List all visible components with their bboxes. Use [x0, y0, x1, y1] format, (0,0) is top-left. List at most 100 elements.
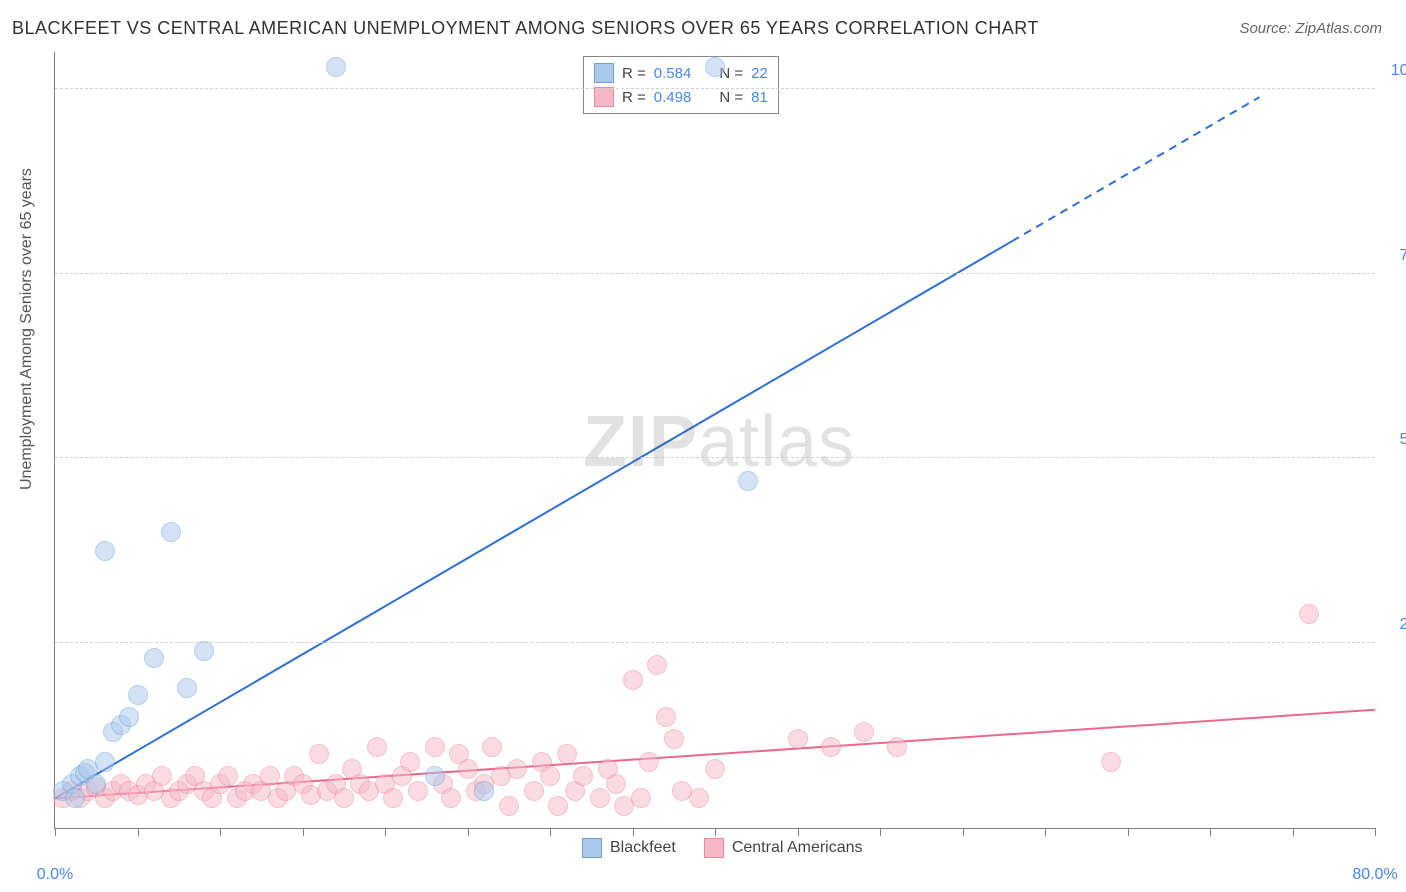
data-point: [152, 766, 172, 786]
data-point: [119, 707, 139, 727]
data-point: [194, 641, 214, 661]
legend-swatch: [704, 838, 724, 858]
data-point: [177, 678, 197, 698]
data-point: [738, 471, 758, 491]
data-point: [144, 648, 164, 668]
x-tick: [880, 828, 881, 836]
data-point: [161, 522, 181, 542]
chart-container: BLACKFEET VS CENTRAL AMERICAN UNEMPLOYME…: [0, 0, 1406, 892]
legend-label: Central Americans: [732, 839, 863, 857]
legend-r-label: R =: [622, 89, 646, 106]
y-tick-label: 100.0%: [1391, 62, 1406, 80]
y-axis-label: Unemployment Among Seniors over 65 years: [18, 168, 36, 490]
legend-label: Blackfeet: [610, 839, 676, 857]
gridline-h: [55, 88, 1375, 89]
data-point: [557, 744, 577, 764]
x-tick: [550, 828, 551, 836]
data-point: [573, 766, 593, 786]
x-tick: [1045, 828, 1046, 836]
data-point: [631, 788, 651, 808]
data-point: [656, 707, 676, 727]
data-point: [499, 796, 519, 816]
data-point: [482, 737, 502, 757]
x-tick: [220, 828, 221, 836]
source-attribution: Source: ZipAtlas.com: [1239, 20, 1382, 37]
data-point: [854, 722, 874, 742]
data-point: [524, 781, 544, 801]
x-tick: [1128, 828, 1129, 836]
data-point: [887, 737, 907, 757]
data-point: [705, 57, 725, 77]
data-point: [260, 766, 280, 786]
data-point: [326, 57, 346, 77]
y-tick-label: 25.0%: [1400, 616, 1406, 634]
y-tick-label: 50.0%: [1400, 431, 1406, 449]
data-point: [639, 752, 659, 772]
x-tick-label: 0.0%: [37, 866, 73, 884]
correlation-legend: R =0.584N =22R =0.498N =81: [583, 56, 779, 114]
data-point: [95, 752, 115, 772]
data-point: [1101, 752, 1121, 772]
legend-swatch: [594, 87, 614, 107]
data-point: [821, 737, 841, 757]
data-point: [507, 759, 527, 779]
x-tick: [633, 828, 634, 836]
data-point: [86, 774, 106, 794]
data-point: [1299, 604, 1319, 624]
legend-n-value: 22: [751, 65, 768, 82]
data-point: [474, 781, 494, 801]
trend-lines: [55, 52, 1375, 828]
data-point: [128, 685, 148, 705]
data-point: [408, 781, 428, 801]
legend-item: Central Americans: [704, 838, 863, 858]
data-point: [441, 788, 461, 808]
gridline-h: [55, 642, 1375, 643]
data-point: [95, 541, 115, 561]
x-tick: [798, 828, 799, 836]
legend-r-value: 0.498: [654, 89, 692, 106]
data-point: [647, 655, 667, 675]
x-tick: [963, 828, 964, 836]
x-tick: [385, 828, 386, 836]
data-point: [606, 774, 626, 794]
x-tick: [1375, 828, 1376, 836]
data-point: [689, 788, 709, 808]
series-legend: Blackfeet Central Americans: [582, 838, 863, 858]
data-point: [623, 670, 643, 690]
legend-r-label: R =: [622, 65, 646, 82]
chart-title: BLACKFEET VS CENTRAL AMERICAN UNEMPLOYME…: [12, 18, 1039, 39]
gridline-h: [55, 273, 1375, 274]
data-point: [548, 796, 568, 816]
data-point: [383, 788, 403, 808]
x-tick: [55, 828, 56, 836]
plot-area: ZIPatlas R =0.584N =22R =0.498N =81 25.0…: [54, 52, 1375, 829]
data-point: [309, 744, 329, 764]
x-tick: [468, 828, 469, 836]
x-tick: [715, 828, 716, 836]
data-point: [664, 729, 684, 749]
y-tick-label: 75.0%: [1400, 247, 1406, 265]
legend-n-label: N =: [719, 89, 743, 106]
legend-row: R =0.584N =22: [594, 61, 768, 85]
x-tick: [1210, 828, 1211, 836]
legend-swatch: [594, 63, 614, 83]
data-point: [400, 752, 420, 772]
data-point: [334, 788, 354, 808]
data-point: [590, 788, 610, 808]
data-point: [705, 759, 725, 779]
legend-item: Blackfeet: [582, 838, 676, 858]
data-point: [218, 766, 238, 786]
legend-r-value: 0.584: [654, 65, 692, 82]
data-point: [65, 788, 85, 808]
data-point: [367, 737, 387, 757]
data-point: [540, 766, 560, 786]
data-point: [425, 766, 445, 786]
x-tick: [1293, 828, 1294, 836]
x-tick: [138, 828, 139, 836]
x-tick: [303, 828, 304, 836]
gridline-h: [55, 457, 1375, 458]
x-tick-label: 80.0%: [1352, 866, 1397, 884]
data-point: [425, 737, 445, 757]
legend-swatch: [582, 838, 602, 858]
data-point: [458, 759, 478, 779]
